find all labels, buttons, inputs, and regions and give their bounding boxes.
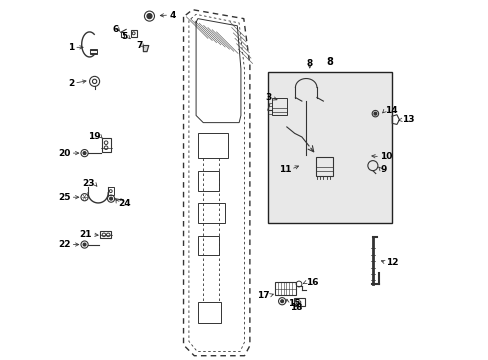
Text: 8: 8 [325, 57, 332, 67]
Circle shape [83, 152, 86, 154]
Text: 12: 12 [386, 258, 398, 267]
Bar [293, 298, 304, 306]
Text: 3: 3 [264, 93, 271, 102]
Bar [102, 138, 110, 152]
Text: 16: 16 [305, 278, 318, 287]
Polygon shape [143, 45, 148, 51]
Circle shape [373, 112, 376, 115]
Circle shape [83, 243, 86, 246]
Circle shape [109, 197, 112, 200]
Bar [272, 98, 286, 116]
Text: 18: 18 [290, 303, 302, 312]
Text: 14: 14 [385, 105, 397, 114]
Bar [100, 231, 111, 238]
Bar [131, 30, 136, 37]
Bar [90, 49, 97, 54]
Text: 11: 11 [278, 165, 290, 174]
Text: 7: 7 [136, 41, 142, 50]
Bar [198, 302, 221, 323]
Text: 2: 2 [68, 79, 74, 88]
Text: 24: 24 [118, 199, 131, 208]
Text: 23: 23 [82, 179, 94, 188]
Bar [198, 235, 219, 255]
Text: 5: 5 [122, 32, 128, 41]
Bar [274, 282, 295, 296]
Text: 13: 13 [402, 115, 414, 124]
Bar [198, 203, 224, 223]
Bar [198, 171, 219, 191]
Text: 22: 22 [58, 240, 70, 249]
Text: 21: 21 [80, 230, 92, 239]
Text: 6: 6 [112, 25, 118, 34]
Bar [267, 72, 391, 223]
Text: 9: 9 [380, 165, 386, 174]
Text: 8: 8 [306, 59, 312, 68]
Circle shape [280, 300, 283, 303]
Bar [107, 187, 114, 195]
Text: 15: 15 [287, 299, 300, 308]
Bar [316, 157, 333, 176]
Text: 10: 10 [379, 152, 392, 161]
Text: 19: 19 [87, 132, 100, 141]
Text: 1: 1 [68, 43, 74, 52]
Text: 20: 20 [58, 149, 70, 158]
Text: 4: 4 [169, 10, 175, 19]
Text: 25: 25 [58, 193, 70, 202]
Circle shape [147, 14, 152, 19]
Text: 17: 17 [257, 291, 269, 300]
Bar [198, 134, 228, 158]
